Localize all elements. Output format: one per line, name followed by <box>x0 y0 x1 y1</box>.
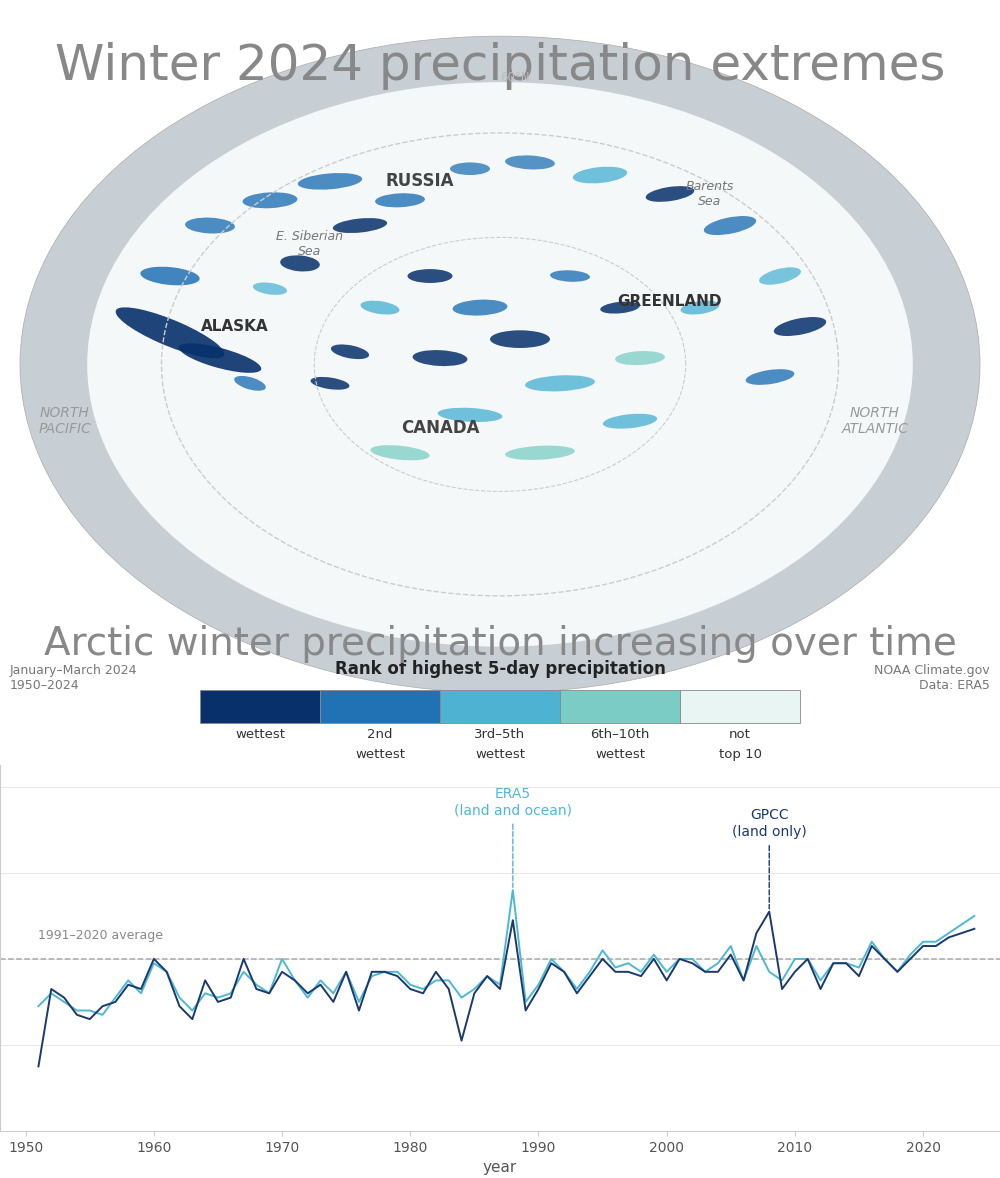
Ellipse shape <box>87 82 913 647</box>
Text: 3rd–5th: 3rd–5th <box>474 728 526 741</box>
Text: E. Siberian
Sea: E. Siberian Sea <box>276 231 344 258</box>
Ellipse shape <box>253 283 287 294</box>
Text: Rank of highest 5-day precipitation: Rank of highest 5-day precipitation <box>335 660 665 679</box>
Text: wettest: wettest <box>235 728 285 741</box>
Ellipse shape <box>361 300 399 315</box>
Ellipse shape <box>704 216 756 236</box>
Ellipse shape <box>280 256 320 271</box>
Text: 1991–2020 average: 1991–2020 average <box>38 928 163 941</box>
Ellipse shape <box>505 155 555 170</box>
Ellipse shape <box>774 317 826 336</box>
Text: NORTH
ATLANTIC: NORTH ATLANTIC <box>842 406 908 436</box>
FancyBboxPatch shape <box>680 690 800 723</box>
Ellipse shape <box>746 369 794 385</box>
Ellipse shape <box>298 173 362 190</box>
Ellipse shape <box>450 163 490 176</box>
Text: ERA5
(land and ocean): ERA5 (land and ocean) <box>454 787 572 818</box>
Text: ALASKA: ALASKA <box>201 319 269 335</box>
Text: Barents
Sea: Barents Sea <box>686 180 734 209</box>
Ellipse shape <box>550 270 590 282</box>
Ellipse shape <box>331 344 369 359</box>
Ellipse shape <box>413 350 467 366</box>
Ellipse shape <box>646 186 694 201</box>
X-axis label: year: year <box>483 1160 517 1176</box>
Ellipse shape <box>20 37 980 693</box>
Ellipse shape <box>179 343 261 372</box>
Ellipse shape <box>408 269 452 283</box>
FancyBboxPatch shape <box>560 690 680 723</box>
Ellipse shape <box>438 408 502 422</box>
Ellipse shape <box>453 299 507 316</box>
FancyBboxPatch shape <box>440 690 560 723</box>
Text: January–March 2024
1950–2024: January–March 2024 1950–2024 <box>10 663 138 691</box>
Ellipse shape <box>603 413 657 429</box>
Text: CANADA: CANADA <box>401 418 479 437</box>
Text: NOAA Climate.gov
Data: ERA5: NOAA Climate.gov Data: ERA5 <box>874 663 990 691</box>
Ellipse shape <box>234 376 266 391</box>
Ellipse shape <box>333 218 387 233</box>
Ellipse shape <box>490 330 550 348</box>
Text: Arctic winter precipitation increasing over time: Arctic winter precipitation increasing o… <box>44 626 956 663</box>
Text: not: not <box>729 728 751 741</box>
Ellipse shape <box>140 266 200 285</box>
Text: RUSSIA: RUSSIA <box>386 172 454 191</box>
Ellipse shape <box>185 218 235 233</box>
Ellipse shape <box>600 302 640 313</box>
Ellipse shape <box>759 267 801 285</box>
Text: wettest: wettest <box>355 748 405 761</box>
FancyBboxPatch shape <box>200 690 320 723</box>
Text: Winter 2024 precipitation extremes: Winter 2024 precipitation extremes <box>55 42 945 91</box>
Ellipse shape <box>573 167 627 184</box>
Ellipse shape <box>243 192 297 209</box>
Text: top 10: top 10 <box>719 748 762 761</box>
Text: NORTH
PACIFIC: NORTH PACIFIC <box>39 406 91 436</box>
Text: 60°N: 60°N <box>500 71 530 84</box>
Ellipse shape <box>505 445 575 459</box>
Ellipse shape <box>525 376 595 391</box>
Text: 2nd: 2nd <box>367 728 393 741</box>
Text: 6th–10th: 6th–10th <box>590 728 650 741</box>
Ellipse shape <box>375 193 425 207</box>
Text: GREENLAND: GREENLAND <box>618 293 722 309</box>
Ellipse shape <box>681 300 719 315</box>
Ellipse shape <box>615 351 665 365</box>
Text: wettest: wettest <box>475 748 525 761</box>
FancyBboxPatch shape <box>320 690 440 723</box>
Ellipse shape <box>370 445 430 461</box>
Ellipse shape <box>311 377 349 390</box>
Text: wettest: wettest <box>595 748 645 761</box>
Ellipse shape <box>116 307 224 358</box>
Text: GPCC
(land only): GPCC (land only) <box>732 808 807 839</box>
